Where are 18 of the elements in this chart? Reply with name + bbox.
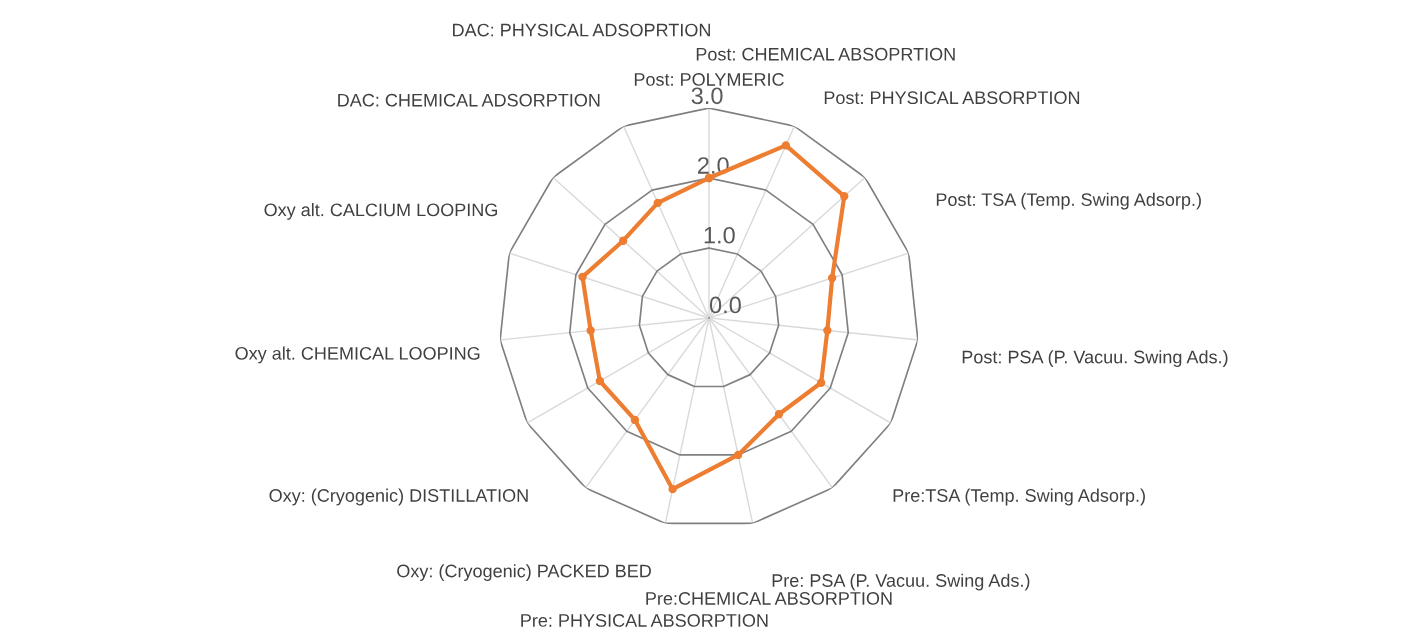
- spoke-label: Post: PHYSICAL ABSORPTION: [824, 91, 1080, 105]
- y-tick-label: 1.0: [704, 226, 735, 244]
- spoke-label: Pre:TSA (Temp. Swing Adsorp.): [893, 488, 1145, 506]
- spoke-label: Oxy alt. CHEMICAL LOOPING: [235, 346, 480, 364]
- spoke-label: Pre:CHEMICAL ABSORPTION: [646, 592, 892, 605]
- spoke-label: DAC: CHEMICAL ADSORPTION: [338, 93, 600, 107]
- spoke-label: Oxy alt. CALCIUM LOOPING: [264, 203, 498, 220]
- spoke-label: Pre: PSA (P. Vacuu. Swing Ads.): [772, 573, 1030, 591]
- spoke-label: Post: POLYMERIC: [634, 73, 784, 86]
- spoke-label: Pre: PHYSICAL ABSORPTION: [521, 614, 768, 627]
- spoke-label: Oxy: (Cryogenic) DISTILLATION: [269, 488, 528, 506]
- spoke-label: DAC: PHYSICAL ADSOPRTION: [453, 23, 710, 37]
- spoke-label: Post: CHEMICAL ABSOPRTION: [696, 47, 955, 61]
- y-tick-label: 0.0: [709, 296, 741, 314]
- y-tick-label: 3.0: [691, 87, 723, 105]
- spoke-label: Post: PSA (P. Vacuu. Swing Ads.): [962, 350, 1228, 367]
- spoke-label: Oxy: (Cryogenic) PACKED BED: [397, 564, 651, 581]
- spoke-label: Post: TSA (Temp. Swing Adsorp.): [936, 192, 1201, 210]
